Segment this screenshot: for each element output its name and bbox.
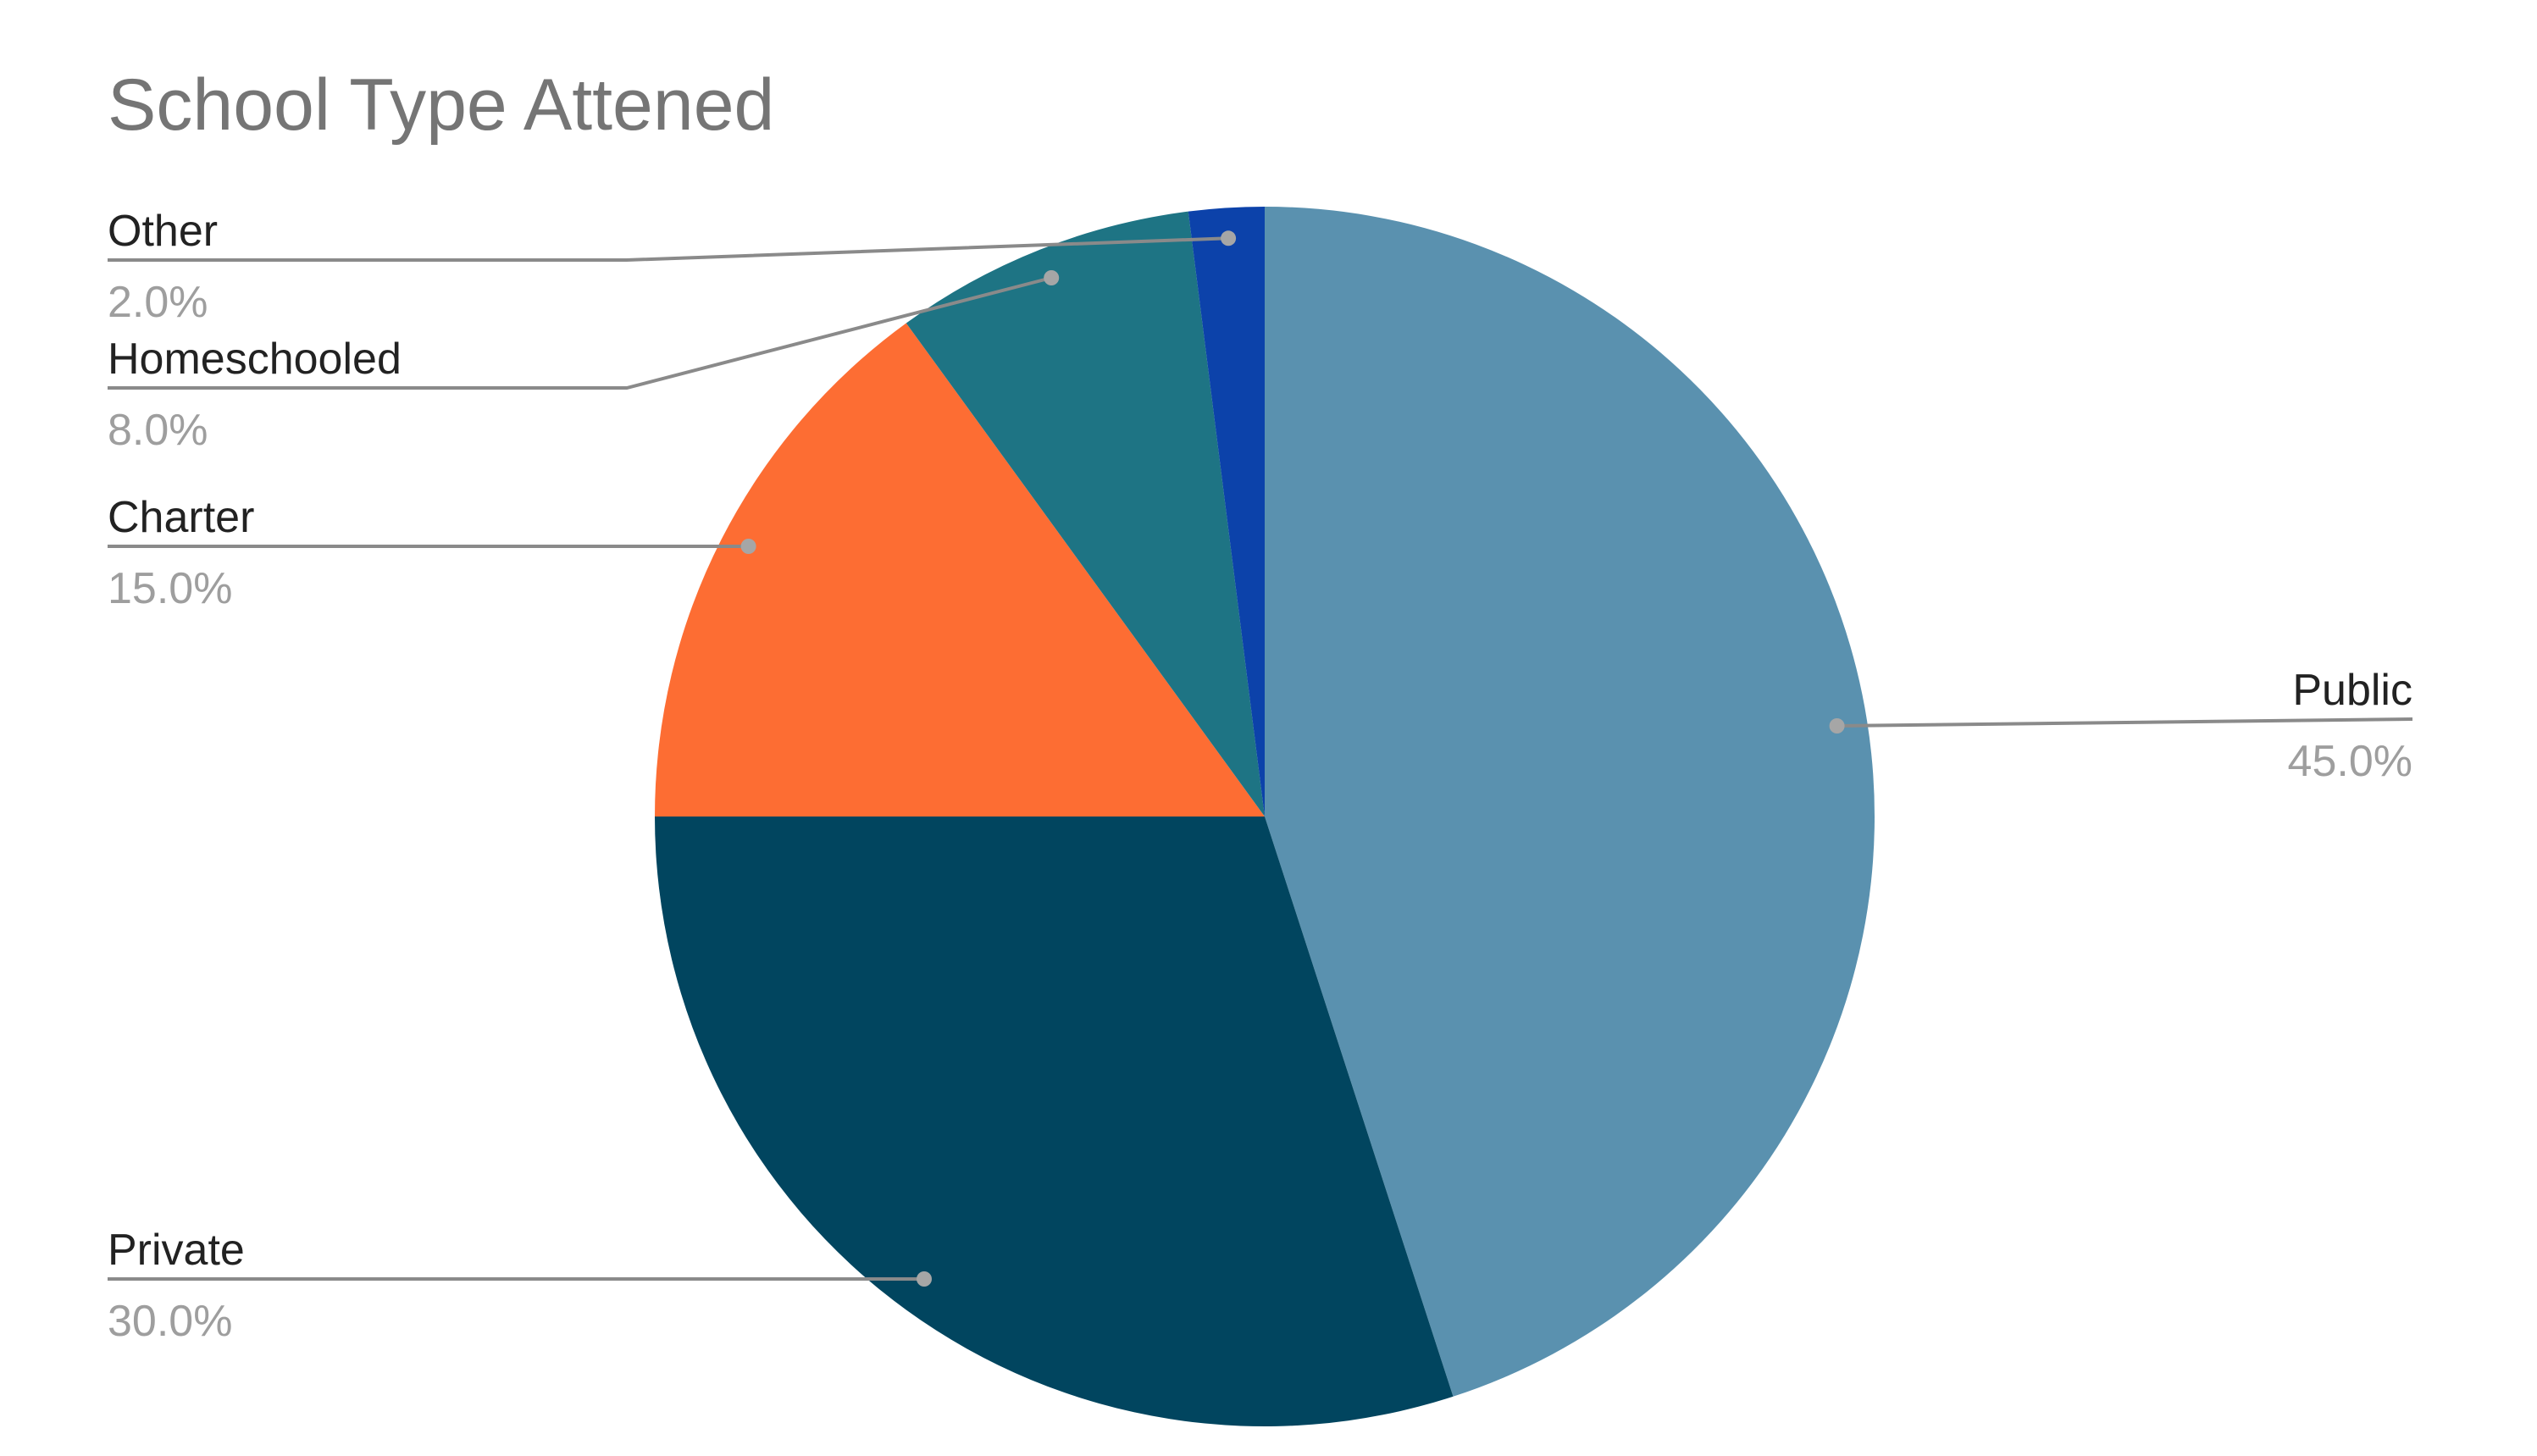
leader-dot-homeschooled [1044,270,1060,285]
pie-slice-private [655,817,1454,1426]
leader-dot-other [1221,230,1237,246]
slice-label-homeschooled: Homeschooled [108,335,402,384]
slice-value-homeschooled: 8.0% [108,406,208,455]
chart-title: School Type Attened [108,64,774,146]
pie-slice-homeschooled [906,211,1265,817]
slice-value-other: 2.0% [108,278,208,327]
pie-slice-charter [654,323,1265,817]
slice-value-public: 45.0% [2288,737,2412,786]
slice-label-charter: Charter [108,493,254,542]
leader-dot-charter [740,539,756,554]
leader-line-homeschooled [108,276,1052,390]
leader-line-other [108,236,1229,262]
slice-label-public: Public [2292,666,2412,715]
pie-slice-public [1265,207,1875,1397]
leader-dot-private [917,1271,932,1287]
slice-value-private: 30.0% [108,1297,232,1346]
slice-label-other: Other [108,207,218,256]
leader-line-public [1836,717,2413,728]
leader-dot-public [1829,718,1845,734]
slice-label-private: Private [108,1226,245,1275]
pie-slice-other [1188,207,1265,817]
slice-value-charter: 15.0% [108,564,232,613]
